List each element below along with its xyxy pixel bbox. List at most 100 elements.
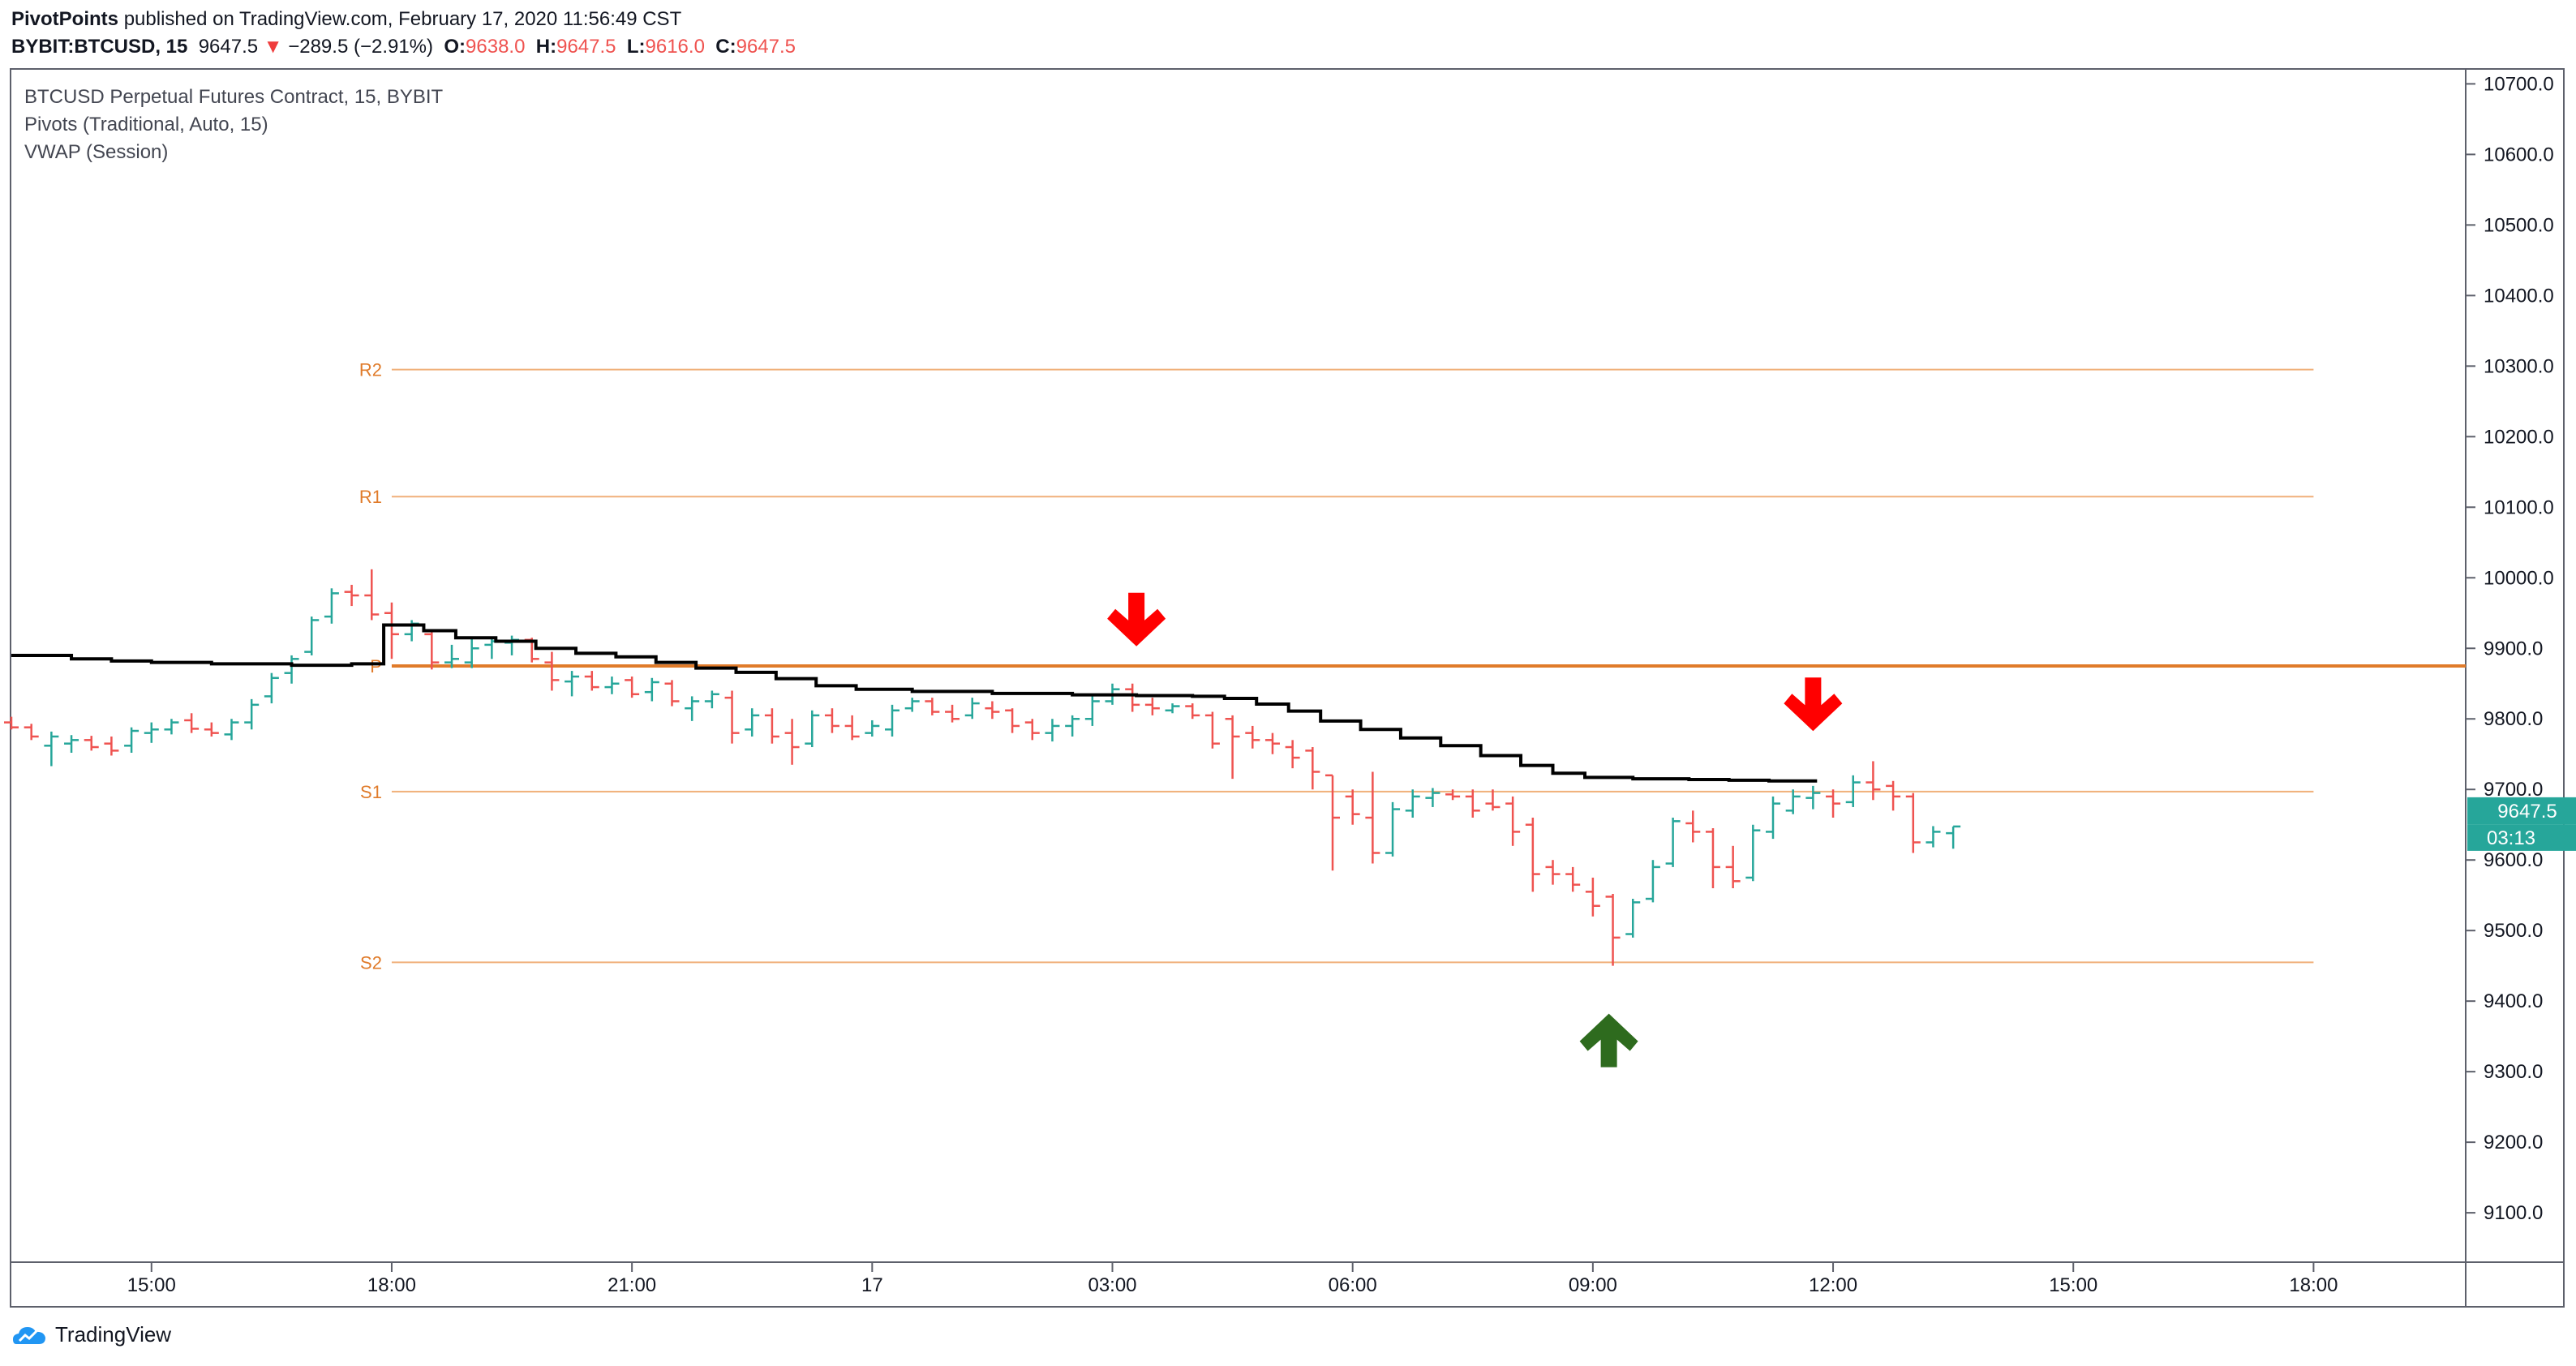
ohlc-bar xyxy=(745,708,760,737)
ohlc-bar xyxy=(985,701,1000,720)
countdown-marker xyxy=(2467,824,2576,851)
ohlc-bar xyxy=(204,722,219,737)
ohlc-bar xyxy=(604,677,620,694)
countdown-label: 03:13 xyxy=(2487,827,2535,849)
ohlc-bar xyxy=(1845,775,1861,807)
price-tick-label: 9900.0 xyxy=(2484,638,2543,659)
ohlc-bar xyxy=(64,735,79,753)
ohlc-bar xyxy=(184,713,200,733)
legend-title[interactable]: BTCUSD Perpetual Futures Contract, 15, B… xyxy=(24,86,444,108)
open-value: 9638.0 xyxy=(466,36,526,58)
ohlc-bar xyxy=(784,719,800,765)
price-tick-label: 10500.0 xyxy=(2484,214,2554,236)
chart-frame[interactable] xyxy=(10,68,2565,1308)
ohlc-bar xyxy=(724,690,740,744)
ohlc-bar xyxy=(384,602,399,659)
ohlc-bar xyxy=(1926,826,1941,848)
pivot-label-r1: R1 xyxy=(359,487,382,507)
change-down-icon: ▼ xyxy=(263,36,283,58)
time-tick-label: 17 xyxy=(861,1274,883,1296)
price-tick-label: 10000.0 xyxy=(2484,567,2554,589)
ohlc-bar xyxy=(1785,789,1801,814)
price-tick-label: 9300.0 xyxy=(2484,1061,2543,1083)
ohlc-line: BYBIT:BTCUSD, 15 9647.5 ▼ −289.5 (−2.91%… xyxy=(11,36,796,58)
ohlc-bar xyxy=(464,638,479,668)
ohlc-bar xyxy=(1204,711,1220,749)
ohlc-bar xyxy=(1445,789,1461,801)
legend-vwap[interactable]: VWAP (Session) xyxy=(24,141,169,163)
ohlc-bar xyxy=(764,708,779,744)
ohlc-bar xyxy=(1405,789,1420,818)
symbol-label: BYBIT:BTCUSD, 15 xyxy=(11,36,188,58)
arrow-down-icon xyxy=(1784,677,1843,732)
ohlc-bar xyxy=(544,651,560,691)
time-tick-label: 21:00 xyxy=(608,1274,656,1296)
ohlc-bar xyxy=(704,690,719,709)
ohlc-bar xyxy=(1185,703,1200,720)
price-tick-label: 9700.0 xyxy=(2484,779,2543,801)
ohlc-bar xyxy=(565,671,580,697)
ohlc-bar xyxy=(925,698,940,715)
last-price-label: 9647.5 xyxy=(2497,801,2557,823)
ohlc-bar xyxy=(1285,740,1300,769)
ohlc-bar xyxy=(1485,789,1501,811)
ohlc-bar xyxy=(1886,780,1901,811)
pivot-label-s2: S2 xyxy=(360,952,382,973)
ohlc-bar xyxy=(1625,899,1641,938)
ohlc-bar xyxy=(284,655,299,684)
ohlc-bar xyxy=(1766,796,1781,840)
ohlc-bar xyxy=(664,680,680,707)
ohlc-bar xyxy=(1045,719,1060,742)
ohlc-bar xyxy=(1005,708,1020,733)
ohlc-bar xyxy=(24,724,39,741)
ohlc-bar xyxy=(1125,683,1140,712)
ohlc-bar xyxy=(1826,789,1841,818)
ohlc-bar xyxy=(104,736,119,756)
ohlc-bar xyxy=(84,736,99,751)
price-tick-label: 9600.0 xyxy=(2484,849,2543,871)
ohlc-bar xyxy=(1345,789,1360,825)
price-tick-label: 10700.0 xyxy=(2484,73,2554,95)
ohlc-bar xyxy=(1946,825,1961,849)
ohlc-bar xyxy=(1665,818,1681,867)
ohlc-bar xyxy=(1865,761,1881,801)
ohlc-bar xyxy=(1144,698,1160,715)
ohlc-bar xyxy=(304,616,320,655)
ohlc-bar xyxy=(1565,866,1581,892)
tradingview-logo-icon xyxy=(13,1326,45,1344)
ohlc-bar xyxy=(424,630,440,670)
ohlc-bar xyxy=(945,704,960,723)
ohlc-bar xyxy=(1425,788,1440,807)
ohlc-bar xyxy=(805,710,820,748)
ohlc-bar xyxy=(324,588,339,624)
pivot-label-p: P xyxy=(370,656,382,677)
ohlc-bar xyxy=(1264,732,1280,754)
ohlc-bar xyxy=(1545,860,1561,885)
price-tick-label: 10400.0 xyxy=(2484,285,2554,307)
author-name[interactable]: PivotPoints xyxy=(11,8,119,30)
vwap-line xyxy=(11,623,1818,783)
ohlc-bar xyxy=(344,584,359,607)
legend-pivots[interactable]: Pivots (Traditional, Auto, 15) xyxy=(24,114,268,135)
publisher-line: PivotPoints published on TradingView.com… xyxy=(11,8,681,31)
pivot-label-s1: S1 xyxy=(360,782,382,802)
footer-brand-text: TradingView xyxy=(55,1322,172,1347)
ohlc-bar xyxy=(364,569,380,621)
ohlc-bar xyxy=(144,722,159,743)
low-value: 9616.0 xyxy=(645,36,705,58)
high-label: H: xyxy=(535,36,557,58)
time-tick-label: 15:00 xyxy=(2049,1274,2097,1296)
ohlc-bar xyxy=(124,727,140,753)
price-tick-label: 9800.0 xyxy=(2484,708,2543,730)
open-label: O: xyxy=(444,36,466,58)
price-tick-label: 9100.0 xyxy=(2484,1202,2543,1224)
last-price-marker xyxy=(2467,797,2576,825)
price-tick-label: 10600.0 xyxy=(2484,144,2554,165)
footer-brand[interactable]: TradingView xyxy=(11,1322,171,1347)
ohlc-bar xyxy=(685,696,700,721)
time-tick-label: 18:00 xyxy=(367,1274,416,1296)
ohlc-bar xyxy=(865,720,880,737)
close-label: C: xyxy=(715,36,736,58)
ohlc-bar xyxy=(1605,893,1621,966)
